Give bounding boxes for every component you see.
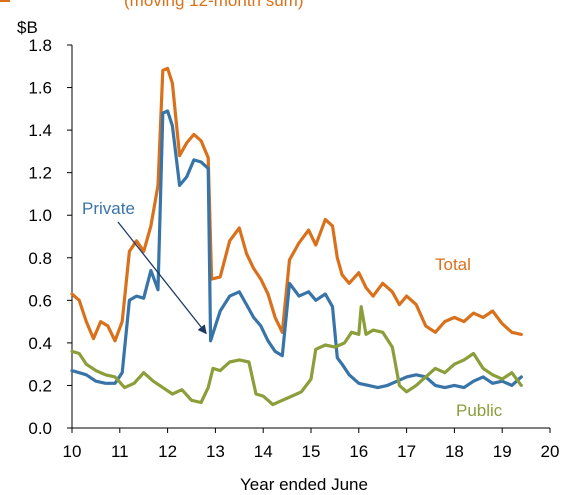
y-tick-label: 1.2 [28,164,52,183]
x-tick-label: 20 [541,442,560,461]
y-tick-label: 0.6 [28,291,52,310]
x-tick-label: 15 [302,442,321,461]
private-series-label: Private [82,199,135,218]
x-tick-label: 12 [158,442,177,461]
y-tick-label: 1.6 [28,79,52,98]
public-series-label: Public [456,401,503,420]
x-tick-label: 18 [445,442,464,461]
private-arrow [117,221,207,335]
series-line-public [70,305,523,407]
x-tick-label: 10 [63,442,82,461]
chart-title-fragment: (moving 12-month sum) [124,0,304,10]
annotations: Total Private Public [82,199,503,420]
plot-series [70,66,523,407]
chart-title-mark [0,0,10,2]
x-tick-label: 14 [254,442,273,461]
series-line-private [70,109,523,390]
y-axis: 0.0 0.2 0.4 0.6 0.8 1.0 1.2 1.4 1.6 1.8 [28,36,73,438]
y-tick-label: 0.8 [28,249,52,268]
x-tick-label: 17 [397,442,416,461]
y-tick-label: 0.0 [28,419,52,438]
y-tick-label: 1.8 [28,36,52,55]
total-series-label: Total [435,255,471,274]
x-axis-title: Year ended June [240,475,368,494]
y-axis-unit: $B [17,18,38,37]
y-tick-label: 0.4 [28,334,52,353]
series-line-total [70,66,523,343]
y-tick-label: 1.4 [28,121,52,140]
x-tick-label: 16 [349,442,368,461]
x-tick-label: 19 [493,442,512,461]
x-tick-label: 13 [206,442,225,461]
x-axis: 10 11 12 13 14 15 16 17 18 19 20 [63,427,560,461]
x-tick-label: 11 [111,442,129,461]
y-tick-label: 0.2 [28,376,52,395]
y-tick-label: 1.0 [28,206,52,225]
